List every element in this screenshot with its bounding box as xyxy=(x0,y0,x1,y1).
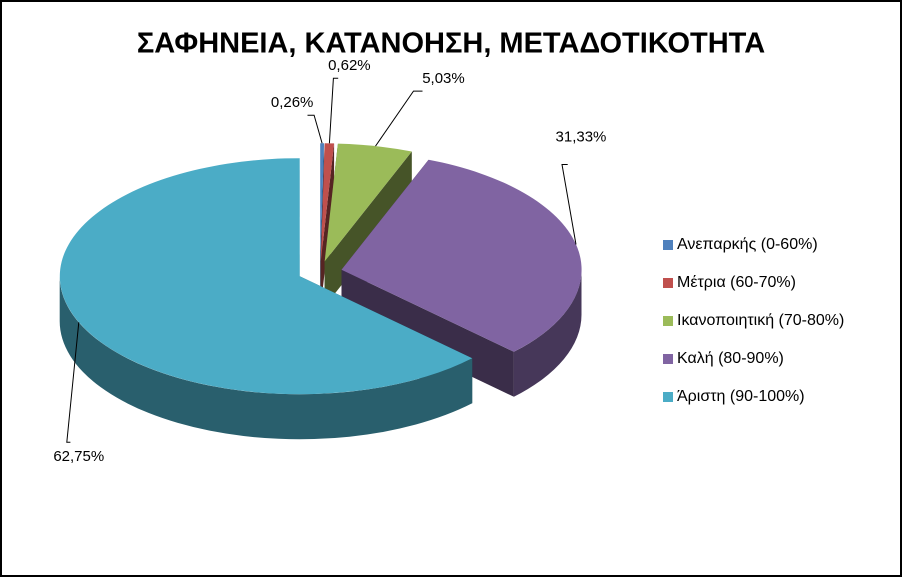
pie-slice xyxy=(59,158,473,395)
pie-slice xyxy=(320,143,335,262)
legend-swatch xyxy=(663,278,673,288)
legend-swatch xyxy=(663,316,673,326)
pie-side xyxy=(320,143,335,307)
legend-label: Ικανοποιητική (70-80%) xyxy=(677,312,844,329)
legend-label: Καλή (80-90%) xyxy=(677,350,784,367)
legend-swatch xyxy=(663,392,673,402)
data-label: 0,26% xyxy=(271,94,314,111)
leader-line xyxy=(328,77,339,144)
leader-line xyxy=(561,164,577,245)
data-label: 0,62% xyxy=(328,57,371,74)
legend-label: Μέτρια (60-70%) xyxy=(677,274,796,291)
pie-side xyxy=(59,276,473,440)
chart-title: ΣΑΦΗΝΕΙΑ, ΚΑΤΑΝΟΗΣΗ, ΜΕΤΑΔΟΤΙΚΟΤΗΤΑ xyxy=(137,28,765,60)
legend-swatch xyxy=(663,240,673,250)
data-label: 5,03% xyxy=(422,70,465,87)
data-label: 31,33% xyxy=(556,128,607,145)
data-label: 62,75% xyxy=(53,448,104,465)
pie-slice xyxy=(320,143,325,262)
leader-line xyxy=(66,322,80,443)
leader-line xyxy=(375,90,423,147)
legend-swatch xyxy=(663,354,673,364)
legend-label: Ανεπαρκής (0-60%) xyxy=(677,236,818,253)
legend-label: Άριστη (90-100%) xyxy=(677,388,805,405)
pie-slice xyxy=(341,159,582,352)
pie-side xyxy=(513,269,582,397)
pie-slice xyxy=(324,143,412,262)
leader-line xyxy=(307,114,323,144)
